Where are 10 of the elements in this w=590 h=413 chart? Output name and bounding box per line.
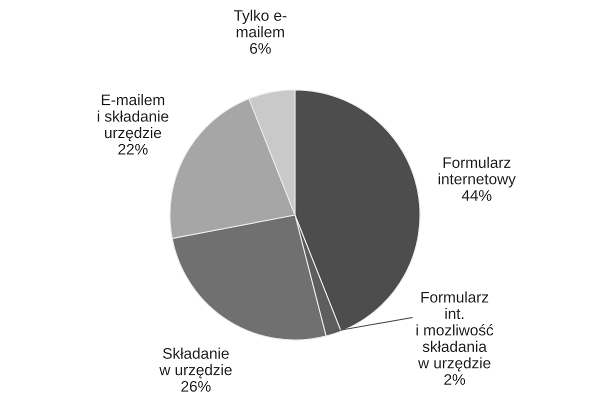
data-label: 22% [118,144,148,155]
slice-label: Formularz int. i mozliwość składania w urzędzie [416,291,494,372]
data-label: 26% [181,380,211,392]
data-label: 6% [250,43,271,54]
slice-label: Formularz internetowy [438,156,516,188]
slice-label: Składanie w urzędzie [159,348,232,378]
data-label: 44% [462,190,492,201]
slice-label: E-mailem i składanie urzędzie [98,94,168,142]
slice-label: Tylko e- mailem [234,10,286,38]
data-label: 2% [444,374,466,385]
